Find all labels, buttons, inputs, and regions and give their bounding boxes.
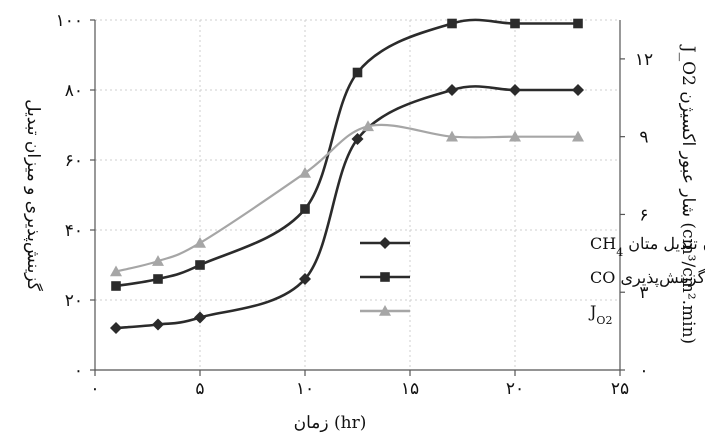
y-left-tick-label: ۴۰ xyxy=(65,221,83,241)
series-line xyxy=(115,18,578,288)
data-point xyxy=(299,166,311,178)
y-left-tick-label: ۰ xyxy=(74,361,83,381)
data-point xyxy=(572,130,584,142)
y-left-tick-label: ۸۰ xyxy=(65,81,83,101)
data-point xyxy=(300,204,310,214)
axes: ۰ ۵ ۱۰ ۱۵ ۲۰ ۲۵ ۰ ۲۰ ۴۰ ۶۰ ۸۰ ۱۰۰ ۰ ۳ ۶ ۹ ۱۲ xyxy=(56,11,654,399)
data-point xyxy=(110,265,122,277)
legend-marker xyxy=(379,305,391,316)
data-point xyxy=(153,274,163,284)
data-point xyxy=(510,18,520,29)
x-axis-title: زمان (hr) xyxy=(294,413,367,433)
legend-label: JO2 xyxy=(588,302,612,327)
legend-marker xyxy=(380,272,390,282)
y-right-tick-label: ۰ xyxy=(639,361,648,381)
y-right-tick-label: ۶ xyxy=(639,205,648,225)
series-1 xyxy=(111,18,583,291)
legend-label: گزینش‌پذیری CO xyxy=(590,268,705,287)
x-tick-label: ۱۰ xyxy=(296,379,314,399)
data-point xyxy=(110,322,122,334)
data-point xyxy=(152,255,164,266)
y-axis-left-title: گزینش‌پذیری و میزان تبدیل xyxy=(23,99,44,292)
series-line xyxy=(115,85,578,330)
data-point xyxy=(351,133,364,145)
y-left-tick-label: ۶۰ xyxy=(65,151,83,171)
data-point xyxy=(446,84,458,96)
data-point xyxy=(362,120,374,132)
y-right-tick-label: ۳ xyxy=(639,283,648,303)
data-point xyxy=(446,130,458,142)
legend-marker xyxy=(379,237,391,249)
data-point xyxy=(573,18,583,29)
y-right-tick-label: ۹ xyxy=(639,128,648,148)
data-point xyxy=(509,84,521,96)
x-tick-label: ۵ xyxy=(195,379,204,399)
y-left-tick-label: ۲۰ xyxy=(65,291,83,311)
legend-label-subscript: O2 xyxy=(596,314,612,327)
data-point xyxy=(572,84,584,96)
data-point xyxy=(447,18,457,29)
x-tick-label: ۰ xyxy=(90,379,99,399)
x-tick-label: ۱۵ xyxy=(401,379,419,399)
x-tick-label: ۲۰ xyxy=(506,379,524,399)
data-point xyxy=(509,130,521,142)
legend-label-subscript: 4 xyxy=(616,246,623,259)
y-left-tick-label: ۱۰۰ xyxy=(56,11,83,31)
series-0 xyxy=(110,84,584,334)
y-axis-right-title: J_O2 شار عبور اکسیژن (cm³/cm².min) xyxy=(678,44,698,344)
y-right-tick-label: ۱۲ xyxy=(635,50,653,70)
data-point xyxy=(111,281,121,291)
series-line xyxy=(115,123,578,273)
data-point xyxy=(194,236,206,248)
data-point xyxy=(194,311,206,324)
x-tick-label: ۲۵ xyxy=(611,379,629,399)
series-2 xyxy=(110,120,584,277)
data-point xyxy=(299,273,311,285)
series-layer xyxy=(110,18,584,334)
data-point xyxy=(195,260,205,270)
data-point xyxy=(352,67,363,78)
data-point xyxy=(152,318,164,331)
